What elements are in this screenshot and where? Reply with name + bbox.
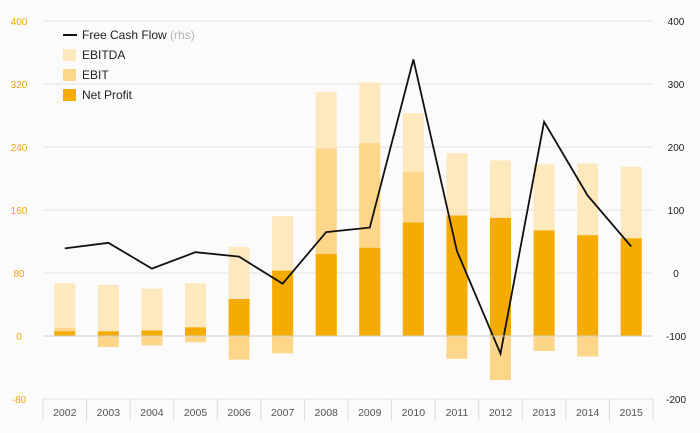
x-tick-label: 2013 [532,407,556,419]
x-tick-label: 2003 [97,407,121,419]
bar-net-profit [620,238,642,336]
legend-label-text: Net Profit [82,88,133,102]
bar-ebit [577,336,599,357]
y-right-tick-label: 300 [668,80,685,91]
legend: Free Cash Flow (rhs) EBITDA EBIT Net Profit [63,28,195,102]
bar-ebit [446,336,468,359]
axes: -80 0 80 160 240 320 400 -200 -100 0 100 200 300 400 2… [11,17,687,419]
legend-label: EBIT [82,68,109,82]
legend-box-marker [63,69,76,81]
legend-label: EBITDA [82,48,125,62]
bar-ebitda [141,288,163,336]
legend-label-text: EBITDA [82,48,125,62]
bar-ebit [185,336,206,343]
y-left-tick-label: 0 [16,332,22,343]
bar-ebitda [185,283,206,336]
bar-ebit [533,336,555,351]
x-tick-label: 2012 [489,407,513,419]
legend-label: Free Cash Flow (rhs) [82,28,195,42]
bar-net-profit [228,298,250,336]
bar-net-profit [97,331,119,336]
x-tick-label: 2011 [446,407,469,419]
bar-ebitda [97,284,119,336]
y-left-tick-label: 160 [11,206,28,217]
x-tick-label: 2004 [140,407,164,419]
x-tick-label: 2010 [402,407,426,419]
bar-net-profit [402,222,424,336]
bar-ebit [97,336,119,348]
x-tick-label: 2009 [358,407,382,419]
y-right-tick-label: 200 [668,143,685,154]
y-right-tick-label: -100 [666,332,686,343]
y-left-tick-label: 320 [11,80,28,91]
y-left-tick-label: 80 [13,269,25,280]
bar-net-profit [446,215,468,336]
x-tick-label: 2007 [271,407,295,419]
fcf-line-group [64,59,632,357]
bar-net-profit [315,254,337,336]
y-left-tick-label: 400 [11,17,28,28]
bar-net-profit [272,270,294,336]
bar-ebit [490,336,511,381]
x-tick-label: 2005 [184,407,208,419]
y-left-tick-label: -80 [12,395,27,406]
legend-label-text: EBIT [82,68,109,82]
legend-label-suffix: (rhs) [167,28,195,42]
bar-net-profit [54,331,76,336]
y-left-tick-label: 240 [11,143,28,154]
legend-box-marker [63,49,76,61]
y-right-tick-label: 100 [668,206,685,217]
legend-box-marker [63,89,76,101]
y-right-tick-label: 400 [668,17,685,28]
bar-ebit [228,336,250,360]
x-tick-label: 2002 [53,407,77,419]
y-right-tick-label: -200 [666,395,686,406]
bar-ebitda [54,283,76,336]
bar-net-profit [577,235,599,336]
bar-net-profit [141,330,163,336]
bars [54,82,642,381]
legend-label-text: Free Cash Flow [82,28,167,42]
x-tick-label: 2006 [227,407,251,419]
x-tick-label: 2008 [315,407,339,419]
fcf-line [64,59,632,357]
bar-net-profit [359,247,381,336]
bar-net-profit [490,217,511,336]
x-tick-label: 2015 [620,407,644,419]
y-right-tick-label: 0 [673,269,679,280]
legend-label: Net Profit [82,88,133,102]
bar-net-profit [533,230,555,336]
gridlines [42,20,654,421]
bar-ebit [141,336,163,346]
bar-net-profit [185,327,206,336]
x-tick-label: 2014 [576,407,600,419]
bar-ebit [272,336,294,354]
